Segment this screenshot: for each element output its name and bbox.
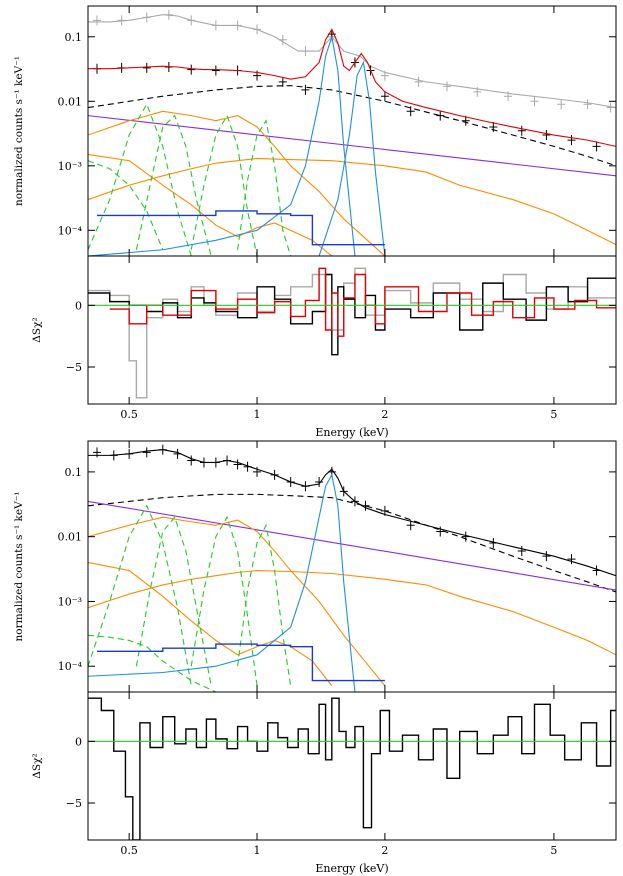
plot-frame [87, 440, 617, 693]
series-2-line [88, 449, 616, 577]
series-17-steps [97, 210, 385, 246]
series-5-line [88, 85, 616, 167]
data-point [187, 455, 196, 466]
series-9-line [135, 516, 212, 686]
y-tick-label: 0.1 [65, 31, 83, 44]
data-point [406, 106, 415, 117]
panel-4: 0.5 1 2 5 −5 0 ΔSχ² Energy (keV) [31, 691, 617, 875]
data-point [542, 551, 551, 562]
data-point [461, 531, 470, 542]
series-11-line [237, 523, 292, 686]
panel-1: 10⁻⁴ 10⁻³ 0.01 0.1 normalized counts s⁻¹ keV… [13, 5, 617, 257]
data-point [301, 84, 310, 95]
plot-area [88, 267, 616, 399]
data-point [557, 99, 566, 110]
series-1-steps [88, 697, 616, 840]
series-6-line [88, 569, 616, 656]
plot-frame [87, 255, 617, 405]
series-7-line [88, 561, 333, 687]
x-tick-label: 5 [550, 844, 557, 857]
series-13-line [237, 119, 292, 256]
series-13-line [88, 473, 356, 692]
data-point [517, 125, 526, 136]
x-tick-label: 5 [550, 408, 557, 421]
y-tick-label: 10⁻³ [58, 160, 82, 173]
plot-area [88, 444, 616, 692]
data-point [93, 15, 101, 26]
data-point [187, 64, 196, 75]
series-7-line [88, 110, 386, 256]
data-point [253, 466, 262, 477]
x-axis-label: Energy (keV) [315, 862, 388, 875]
y-tick-label: 0.1 [65, 466, 83, 479]
x-tick-label: 1 [254, 844, 261, 857]
x-tick-label: 2 [381, 844, 388, 857]
series-12-line [190, 114, 258, 256]
y-axis-label: normalized counts s⁻¹ keV⁻¹ [13, 492, 25, 642]
data-point [406, 520, 415, 531]
series-3-steps [109, 267, 616, 337]
series-16-line [318, 60, 386, 256]
y-tick-label: 10⁻⁴ [58, 660, 83, 673]
y-tick-label: 0 [75, 735, 82, 748]
plot-area [88, 697, 616, 840]
series-2-line [88, 14, 616, 109]
series-3-line [88, 493, 616, 593]
y-tick-label: 10⁻⁴ [58, 224, 83, 237]
y-axis-label: normalized counts s⁻¹ keV⁻¹ [13, 56, 25, 206]
x-axis-label: Energy (keV) [315, 426, 388, 439]
series-10-line [88, 102, 192, 256]
y-axis-label: ΔSχ² [31, 317, 43, 342]
data-point [567, 135, 576, 146]
y-tick-label: 10⁻³ [58, 595, 82, 608]
data-point [517, 546, 526, 557]
y-tick-label: −5 [66, 361, 82, 374]
plot-frame [87, 691, 617, 841]
x-tick-label: 0.5 [120, 844, 138, 857]
data-point [542, 130, 551, 141]
y-tick-label: 0 [75, 299, 82, 312]
y-tick-label: −5 [66, 797, 82, 810]
series-5-line [88, 516, 386, 687]
data-point [142, 62, 151, 73]
data-point [442, 81, 451, 92]
y-tick-label: 0.01 [58, 531, 83, 544]
data-point [530, 96, 539, 107]
x-tick-label: 0.5 [120, 408, 138, 421]
series-12-line [88, 634, 217, 692]
data-point [592, 141, 601, 152]
series-8-line [88, 504, 192, 686]
series-1-steps [88, 267, 616, 399]
series-8-line [88, 157, 616, 246]
data-point [414, 76, 423, 87]
data-point [278, 76, 287, 87]
data-point [567, 554, 576, 565]
y-tick-label: 0.01 [58, 95, 83, 108]
series-10-line [190, 515, 258, 686]
data-point [211, 65, 220, 76]
series-2-steps [88, 273, 616, 356]
data-point [315, 476, 324, 487]
series-4-line [88, 500, 616, 591]
panel-2: 0.5 1 2 5 −5 0 ΔSχ² Energy (keV) [31, 255, 617, 439]
data-point [436, 110, 445, 121]
plot-frame [87, 5, 617, 257]
series-14-steps [97, 643, 385, 682]
y-axis-label: ΔSχ² [31, 753, 43, 778]
data-point [436, 526, 445, 537]
series-15-line [88, 36, 356, 256]
data-point [142, 447, 151, 458]
panel-3: 10⁻⁴ 10⁻³ 0.01 0.1 normalized counts s⁻¹ keV… [13, 440, 617, 693]
series-14-line [88, 160, 164, 250]
x-tick-label: 2 [381, 408, 388, 421]
plot-area [88, 9, 616, 256]
data-point [583, 99, 592, 110]
x-tick-label: 1 [254, 408, 261, 421]
series-4-line [88, 28, 616, 147]
series-6-line [88, 115, 616, 177]
data-point [233, 459, 242, 470]
data-point [380, 91, 389, 102]
series-11-line [135, 114, 212, 256]
